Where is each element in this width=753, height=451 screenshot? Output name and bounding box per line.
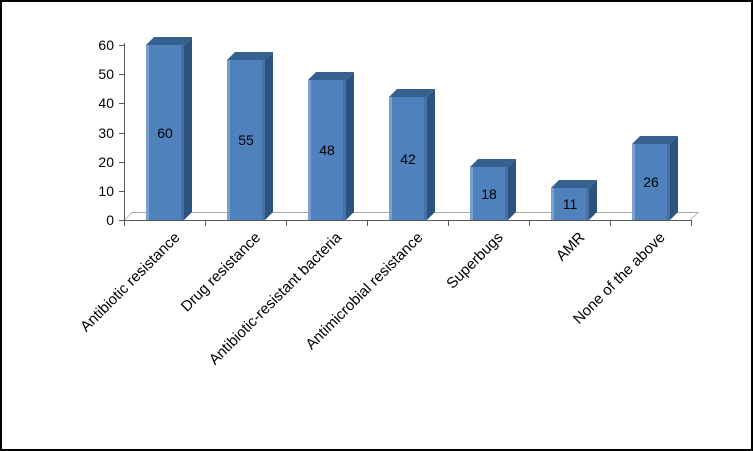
x-axis-tick xyxy=(610,221,611,226)
bar: 60 xyxy=(146,45,184,220)
x-axis-tick xyxy=(124,221,125,226)
x-category-label: Drug resistance xyxy=(177,229,265,316)
x-axis-tick xyxy=(529,221,530,226)
x-axis-tick xyxy=(691,221,692,226)
y-axis-tick xyxy=(119,191,124,192)
bar: 55 xyxy=(227,60,265,220)
bar-data-label: 60 xyxy=(157,125,173,141)
y-axis-label: 20 xyxy=(98,154,114,170)
y-axis-label: 50 xyxy=(98,66,114,82)
x-axis-tick xyxy=(286,221,287,226)
x-category-label: Antibiotic resistance xyxy=(76,229,184,336)
bar: 26 xyxy=(632,144,670,220)
x-category-label: Superbugs xyxy=(443,229,508,293)
y-axis-tick xyxy=(119,220,124,221)
bar-data-label: 26 xyxy=(643,174,659,190)
y-axis-label: 30 xyxy=(98,125,114,141)
y-axis-tick xyxy=(119,133,124,134)
y-axis-label: 0 xyxy=(106,212,114,228)
y-axis-label: 10 xyxy=(98,183,114,199)
x-axis-tick xyxy=(367,221,368,226)
y-axis-tick xyxy=(119,103,124,104)
bar: 42 xyxy=(389,97,427,220)
bar-data-label: 55 xyxy=(238,132,254,148)
bar-data-label: 18 xyxy=(481,186,497,202)
x-axis-line xyxy=(124,220,692,221)
y-axis-label: 60 xyxy=(98,37,114,53)
y-axis-tick xyxy=(119,45,124,46)
y-axis-label: 40 xyxy=(98,95,114,111)
y-axis-line xyxy=(124,43,125,221)
bar: 18 xyxy=(470,167,508,220)
x-axis-tick xyxy=(448,221,449,226)
bar-data-label: 11 xyxy=(562,196,578,212)
x-category-label: Antibiotic-resistant bacteria xyxy=(205,229,346,369)
x-category-label: AMR xyxy=(552,229,589,265)
bar: 48 xyxy=(308,80,346,220)
bar: 11 xyxy=(551,188,589,220)
x-axis-tick xyxy=(205,221,206,226)
y-axis-tick xyxy=(119,74,124,75)
y-axis-tick xyxy=(119,162,124,163)
bar-data-label: 48 xyxy=(319,142,335,158)
bar-data-label: 42 xyxy=(400,151,416,167)
